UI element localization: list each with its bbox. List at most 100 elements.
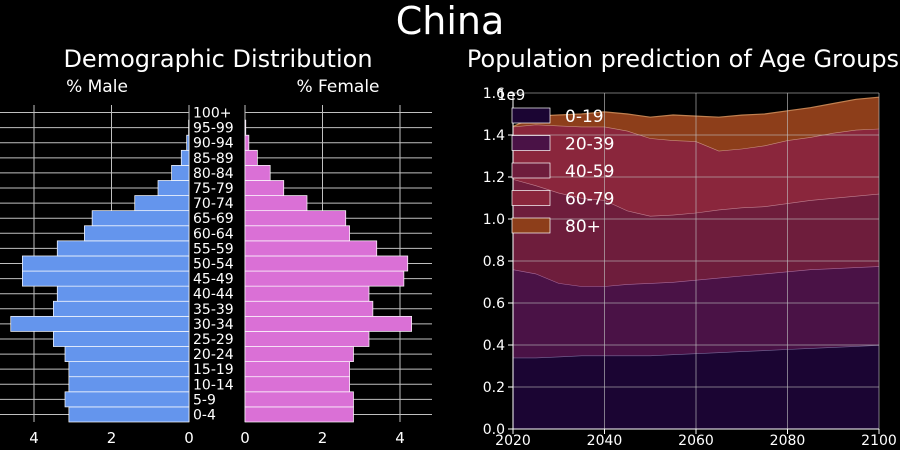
legend-swatch-60-79 (511, 190, 551, 206)
legend-label-60-79: 60-79 (565, 190, 614, 210)
legend-swatch-80+ (511, 217, 551, 234)
male-bar-80-84 (171, 165, 190, 181)
legend: 0-19 20-39 40-59 60-79 80+ (511, 107, 614, 237)
female-bar-30-34 (244, 315, 412, 332)
male-bar-15-19 (68, 361, 190, 378)
legend-label-20-39: 20-39 (565, 135, 614, 155)
male-bars (10, 119, 190, 423)
age-label-100+: 100+ (193, 106, 231, 122)
female-xtick-label: 0 (240, 429, 250, 447)
x-tick-label: 2060 (678, 433, 714, 449)
female-bar-85-89 (244, 149, 258, 166)
female-bar-5-9 (244, 391, 354, 408)
female-bar-60-64 (244, 225, 350, 242)
age-label-0-4: 0-4 (193, 407, 216, 423)
x-tick-label: 2100 (861, 433, 897, 449)
female-xtick-label: 4 (395, 429, 405, 447)
age-label-10-14: 10-14 (193, 377, 234, 393)
age-group-labels: 0-45-910-1415-1920-2425-2930-3435-3940-4… (193, 106, 234, 424)
male-bar-40-44 (56, 285, 190, 302)
male-bar-5-9 (64, 391, 190, 408)
male-bar-90-94 (186, 134, 190, 151)
female-bar-35-39 (244, 300, 374, 317)
pyramid-title: Demographic Distribution (63, 45, 372, 73)
female-bar-55-59 (244, 240, 378, 257)
age-label-50-54: 50-54 (193, 257, 234, 273)
male-bar-50-54 (22, 255, 190, 272)
x-tick-label: 2020 (495, 433, 531, 449)
female-bar-45-49 (244, 270, 405, 287)
legend-swatch-0-19 (511, 107, 551, 124)
y-tick-label: 0.8 (483, 254, 505, 270)
male-bar-60-64 (84, 225, 190, 242)
age-label-70-74: 70-74 (193, 196, 234, 212)
legend-label-40-59: 40-59 (565, 162, 614, 182)
age-label-35-39: 35-39 (193, 302, 234, 318)
age-label-60-64: 60-64 (193, 226, 234, 242)
age-label-15-19: 15-19 (193, 362, 234, 378)
age-label-30-34: 30-34 (193, 317, 234, 333)
y-tick-label: 0.0 (483, 422, 505, 438)
female-bars (244, 119, 412, 423)
age-label-5-9: 5-9 (193, 392, 216, 408)
female-bar-15-19 (244, 361, 350, 378)
female-bar-70-74 (244, 195, 308, 212)
y-tick-label: 1.6 (483, 86, 505, 102)
female-bar-65-69 (244, 210, 347, 227)
age-label-45-49: 45-49 (193, 272, 234, 288)
age-label-25-29: 25-29 (193, 332, 234, 348)
y-tick-label: 1.2 (483, 170, 505, 186)
area-title: Population prediction of Age Groups (467, 45, 899, 73)
male-bar-55-59 (56, 240, 190, 257)
y-tick-label: 0.2 (483, 380, 505, 396)
legend-label-0-19: 0-19 (565, 107, 604, 127)
female-xtick-label: 2 (318, 429, 328, 447)
y-tick-label: 0.4 (483, 338, 505, 354)
female-axis-title: % Female (296, 77, 379, 97)
female-bar-75-79 (244, 180, 285, 196)
male-bar-45-49 (22, 270, 190, 287)
age-label-55-59: 55-59 (193, 241, 234, 257)
male-bar-70-74 (134, 195, 190, 212)
male-bar-0-4 (68, 406, 190, 423)
x-tick-label: 2040 (587, 433, 623, 449)
male-bar-65-69 (91, 210, 190, 227)
female-bar-90-94 (244, 134, 250, 151)
female-bar-20-24 (244, 346, 354, 362)
male-bar-20-24 (64, 346, 190, 362)
female-bar-25-29 (244, 331, 370, 347)
population-prediction-chart: Population prediction of Age Groups 1e9 … (467, 45, 899, 449)
x-tick-label: 2080 (770, 433, 806, 449)
female-bar-40-44 (244, 285, 370, 302)
male-xtick-label: 4 (29, 429, 39, 447)
age-label-95-99: 95-99 (193, 121, 234, 137)
y-tick-label: 1.4 (483, 128, 505, 144)
male-bar-25-29 (53, 331, 190, 347)
area-axes: 0.0 0.2 0.4 0.6 0.8 1.0 1.2 1.4 1.6 2020 2040 2060 2… (483, 86, 897, 449)
y-tick-label: 0.6 (483, 296, 505, 312)
figure-title: China (396, 0, 505, 43)
male-bar-35-39 (53, 300, 190, 317)
age-label-65-69: 65-69 (193, 211, 234, 227)
age-label-80-84: 80-84 (193, 166, 234, 182)
male-bar-30-34 (10, 315, 190, 332)
age-label-85-89: 85-89 (193, 151, 234, 167)
age-label-20-24: 20-24 (193, 347, 234, 363)
male-xtick-label: 0 (184, 429, 194, 447)
male-bar-75-79 (157, 180, 190, 196)
legend-label-80+: 80+ (565, 217, 601, 237)
age-label-40-44: 40-44 (193, 287, 234, 303)
male-bar-10-14 (68, 376, 190, 393)
age-label-75-79: 75-79 (193, 181, 234, 197)
female-bar-10-14 (244, 376, 350, 393)
y-tick-label: 1.0 (483, 212, 505, 228)
female-bar-0-4 (244, 406, 354, 423)
legend-swatch-20-39 (511, 135, 551, 151)
male-bar-85-89 (180, 149, 190, 166)
female-bar-95-99 (244, 119, 247, 136)
male-xtick-label: 2 (107, 429, 117, 447)
pyramid-x-ticks: 0 0 2 2 4 4 (29, 429, 405, 447)
demographic-distribution-chart: Demographic Distribution % Male % Female… (0, 45, 432, 447)
female-bar-80-84 (244, 165, 271, 181)
